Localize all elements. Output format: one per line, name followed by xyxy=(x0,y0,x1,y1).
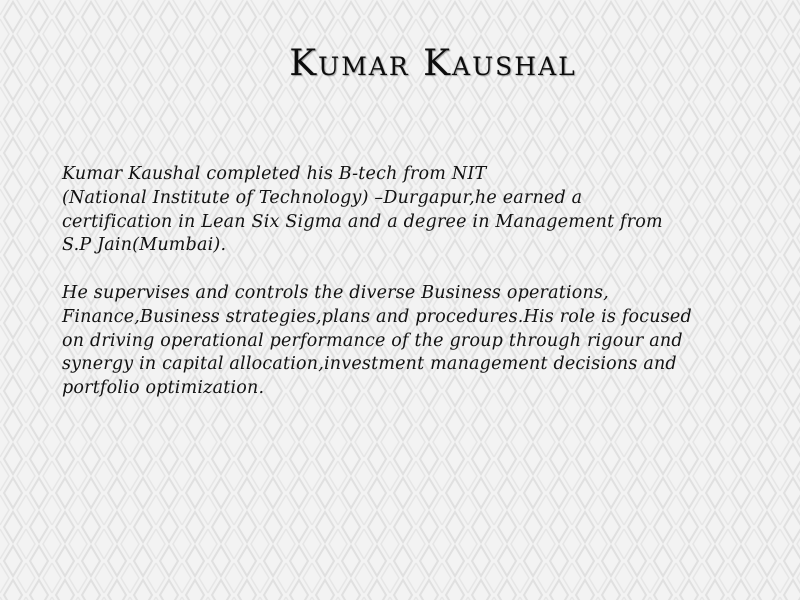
paragraph-spacer xyxy=(62,258,762,282)
paragraph-line: certification in Lean Six Sigma and a de… xyxy=(62,211,663,232)
paragraph-line: (National Institute of Technology) –Durg… xyxy=(62,187,583,208)
slide-title: Kumar Kaushal xyxy=(289,43,577,84)
paragraph-line: portfolio optimization. xyxy=(62,378,265,399)
paragraph-line: He supervises and controls the diverse B… xyxy=(62,282,609,303)
paragraph-line: on driving operational performance of th… xyxy=(62,330,683,351)
education-paragraph: Kumar Kaushal completed his B-tech from … xyxy=(62,163,762,258)
role-paragraph: He supervises and controls the diverse B… xyxy=(62,282,762,401)
slide-body: Kumar Kaushal completed his B-tech from … xyxy=(62,163,762,401)
paragraph-line: Kumar Kaushal completed his B-tech from … xyxy=(62,164,487,184)
paragraph-line: S.P Jain(Mumbai). xyxy=(62,235,227,256)
paragraph-line: synergy in capital allocation,investment… xyxy=(62,354,677,375)
paragraph-line: Finance,Business strategies,plans and pr… xyxy=(62,306,692,327)
